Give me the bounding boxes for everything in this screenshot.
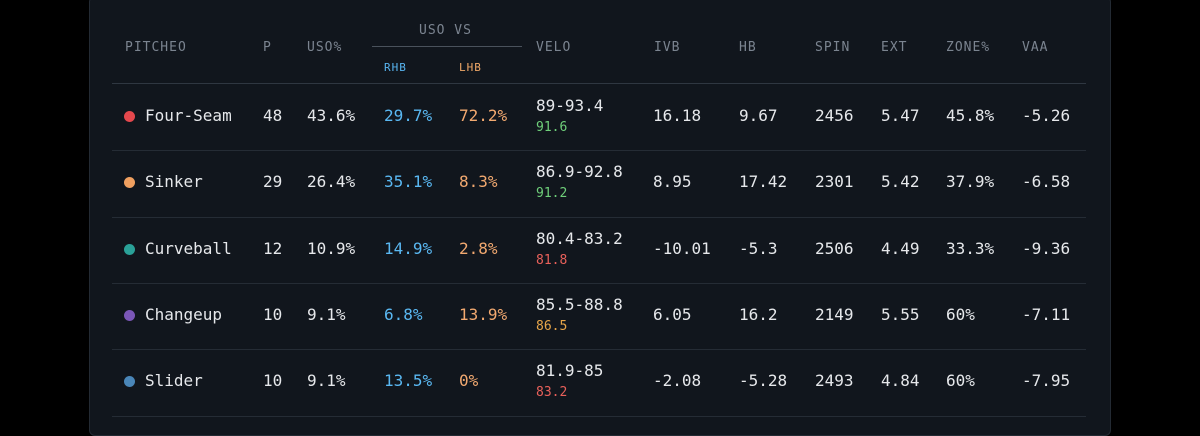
cell-p: 12 (263, 238, 283, 258)
cell-vaa: -5.26 (1022, 106, 1071, 125)
cell-vaa: -7.11 (1022, 304, 1071, 324)
cell-velo-avg: 81.8 (536, 252, 568, 268)
cell-ext: 5.55 (881, 304, 920, 324)
cell-velo-avg: 83.2 (536, 385, 568, 401)
cell-usage: 9.1% (307, 304, 346, 324)
cell-usage: 10.9% (307, 238, 356, 258)
pitch-color-dot (124, 309, 135, 321)
row-divider (112, 150, 1086, 152)
cell-vaa: -7.95 (1022, 371, 1071, 391)
cell-velo-range: 80.4-83.2 (536, 228, 623, 248)
cell-spin: 2493 (815, 371, 854, 391)
col-header-zone[interactable]: ZONE% (946, 40, 991, 55)
cell-ivb: -10.01 (653, 238, 711, 258)
cell-lhb: 0% (459, 371, 479, 391)
pitch-name: Sinker (145, 172, 203, 192)
group-divider (372, 46, 522, 47)
cell-velo-avg: 91.2 (536, 186, 568, 202)
cell-p: 48 (263, 106, 283, 125)
cell-p: 10 (263, 304, 283, 324)
cell-lhb: 13.9% (459, 304, 508, 324)
col-group-usage-vs: USO VS (419, 23, 472, 38)
header-divider (112, 83, 1086, 84)
cell-spin: 2301 (815, 172, 854, 192)
cell-hb: 17.42 (739, 172, 788, 192)
col-header-usage[interactable]: USO% (307, 40, 343, 55)
cell-zone: 45.8% (946, 106, 995, 125)
cell-rhb: 13.5% (384, 371, 433, 391)
pitch-name: Four-Seam (145, 106, 232, 125)
pitch-name: Curveball (145, 238, 232, 258)
row-divider (112, 282, 1086, 284)
cell-hb: 16.2 (739, 304, 778, 324)
cell-rhb: 35.1% (384, 172, 433, 192)
pitch-color-dot (124, 177, 135, 189)
pitch-color-dot (124, 111, 135, 122)
cell-spin: 2506 (815, 238, 854, 258)
cell-vaa: -6.58 (1022, 172, 1071, 192)
col-header-hb[interactable]: HB (739, 40, 757, 55)
cell-usage: 9.1% (307, 371, 346, 391)
cell-ivb: -2.08 (653, 371, 702, 391)
pitch-color-dot (124, 376, 135, 388)
cell-zone: 60% (946, 371, 975, 391)
col-header-rhb[interactable]: RHB (384, 61, 407, 74)
cell-ivb: 6.05 (653, 304, 692, 324)
cell-ivb: 16.18 (653, 106, 702, 125)
cell-spin: 2149 (815, 304, 854, 324)
col-header-lhb[interactable]: LHB (459, 61, 482, 74)
col-header-p[interactable]: P (263, 40, 272, 55)
col-header-spin[interactable]: SPIN (815, 40, 851, 55)
cell-zone: 37.9% (946, 172, 995, 192)
cell-hb: 9.67 (739, 106, 778, 125)
row-divider (112, 216, 1086, 218)
cell-ext: 5.47 (881, 106, 920, 125)
row-divider (112, 349, 1086, 351)
cell-vaa: -9.36 (1022, 238, 1071, 258)
cell-velo-avg: 86.5 (536, 318, 568, 334)
col-header-vaa[interactable]: VAA (1022, 40, 1049, 55)
cell-lhb: 72.2% (459, 106, 508, 125)
cell-velo-avg: 91.6 (536, 120, 568, 135)
cell-ext: 4.49 (881, 238, 920, 258)
cell-lhb: 8.3% (459, 172, 498, 192)
cell-p: 29 (263, 172, 283, 192)
cell-velo-range: 86.9-92.8 (536, 162, 623, 182)
col-header-pitch[interactable]: PITCHEO (125, 40, 187, 55)
pitch-color-dot (124, 243, 135, 255)
cell-spin: 2456 (815, 106, 854, 125)
cell-hb: -5.28 (739, 371, 788, 391)
cell-ext: 4.84 (881, 371, 920, 391)
row-divider (112, 415, 1086, 417)
col-header-ext[interactable]: EXT (881, 40, 908, 55)
cell-usage: 43.6% (307, 106, 356, 125)
cell-zone: 33.3% (946, 238, 995, 258)
cell-ext: 5.42 (881, 172, 920, 192)
cell-ivb: 8.95 (653, 172, 692, 192)
cell-velo-range: 89-93.4 (536, 96, 604, 115)
cell-velo-range: 85.5-88.8 (536, 294, 623, 314)
cell-rhb: 14.9% (384, 238, 433, 258)
pitch-name: Slider (145, 371, 203, 391)
cell-usage: 26.4% (307, 172, 356, 192)
cell-hb: -5.3 (739, 238, 778, 258)
cell-rhb: 29.7% (384, 106, 433, 125)
col-header-ivb[interactable]: IVB (654, 40, 681, 55)
cell-velo-range: 81.9-85 (536, 361, 604, 381)
pitch-name: Changeup (145, 304, 223, 324)
pitch-arsenal-panel (89, 0, 1111, 436)
col-header-velo[interactable]: VELO (536, 40, 572, 55)
cell-lhb: 2.8% (459, 238, 498, 258)
cell-rhb: 6.8% (384, 304, 423, 324)
cell-p: 10 (263, 371, 283, 391)
cell-zone: 60% (946, 304, 975, 324)
